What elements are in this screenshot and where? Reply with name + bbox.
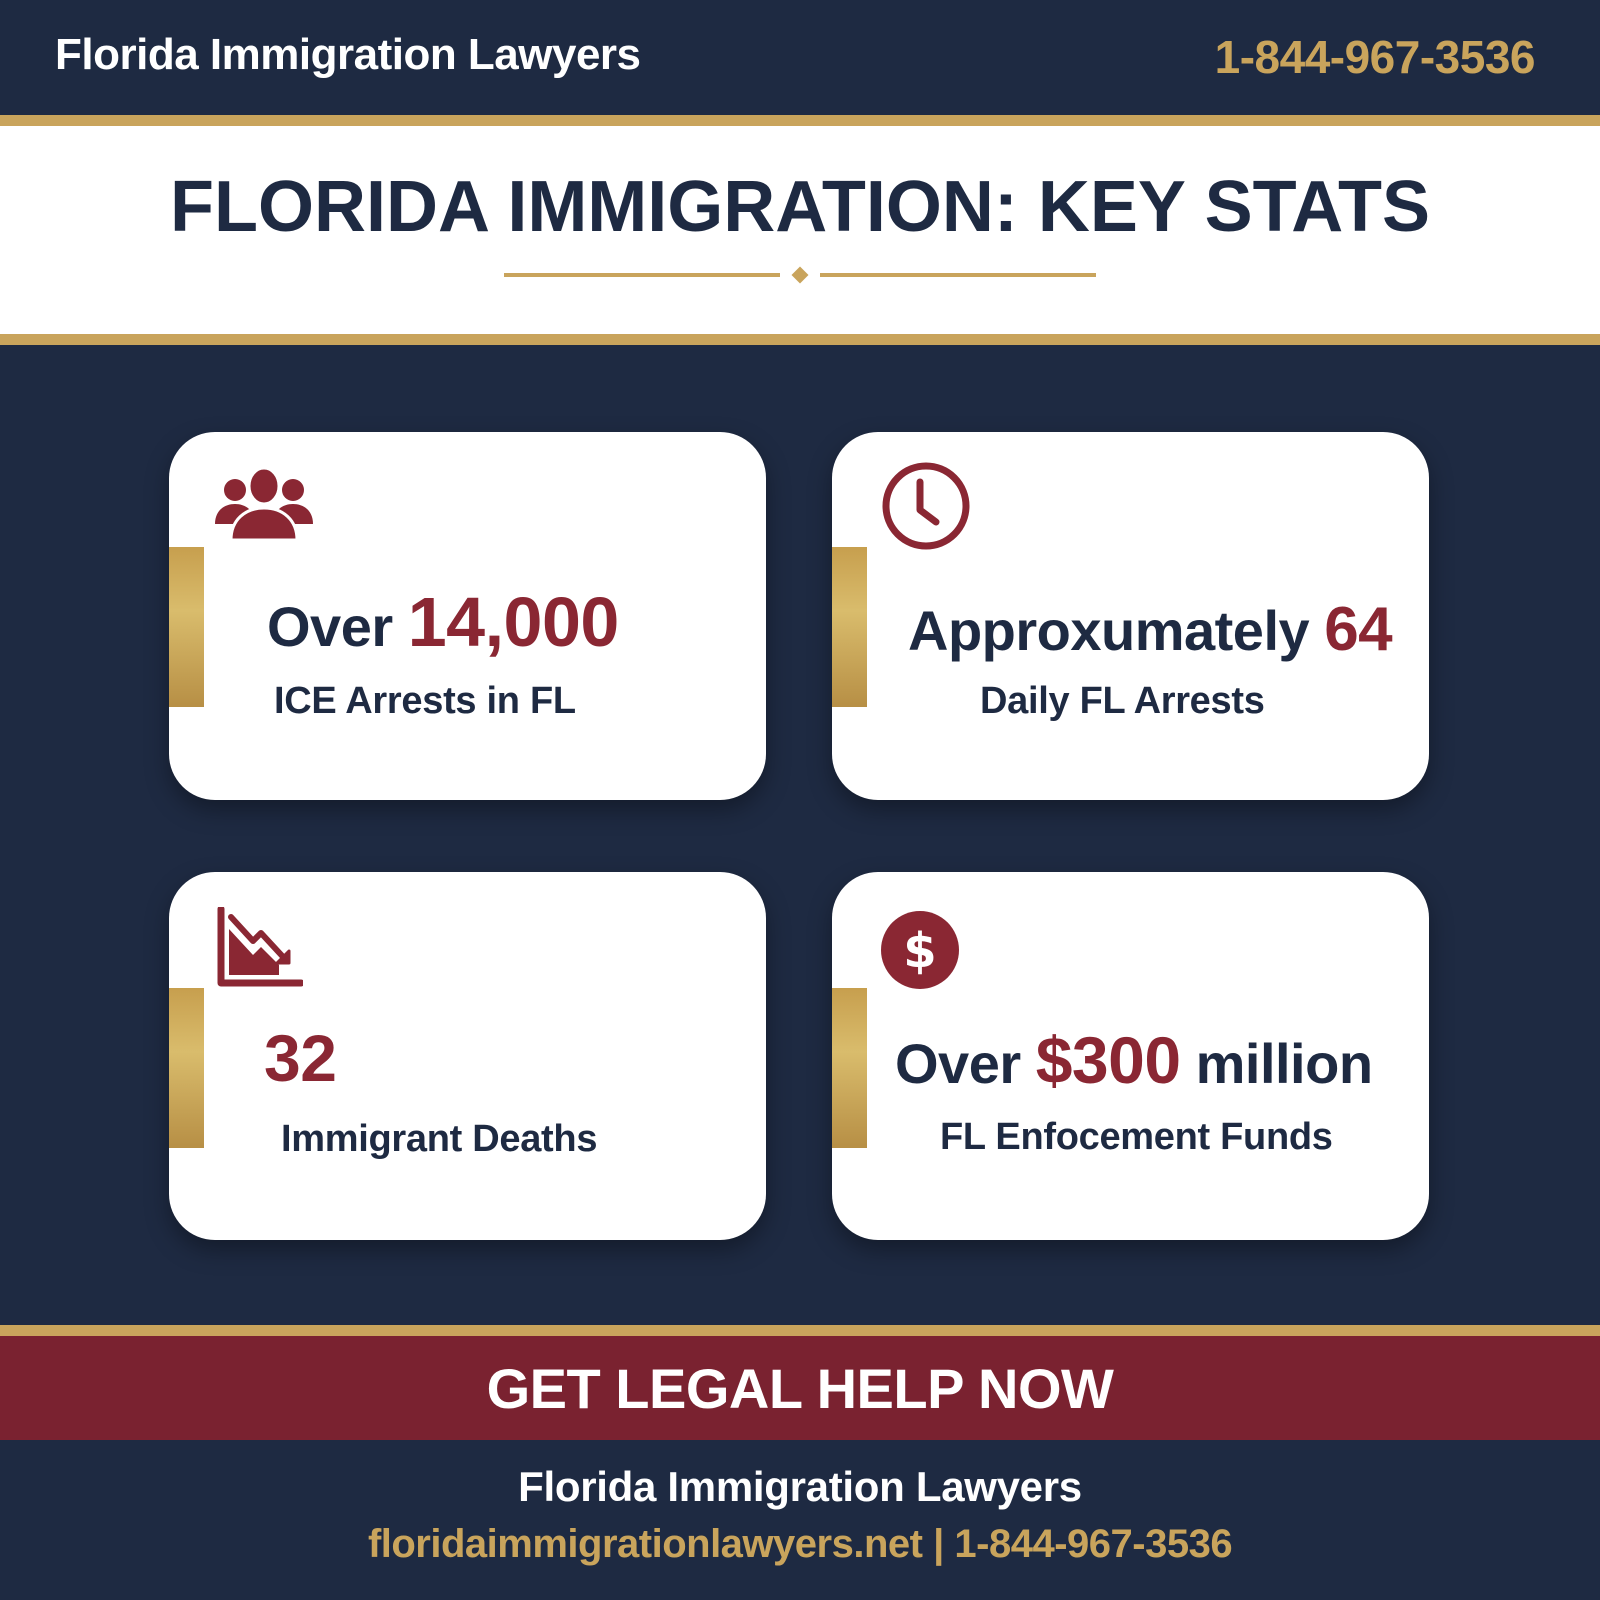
clock-icon	[880, 460, 972, 557]
header-phone-link[interactable]: 1-844-967-3536	[1214, 31, 1536, 83]
gold-divider-top	[0, 115, 1600, 126]
stat-label: ICE Arrests in FL	[274, 680, 576, 722]
page-title: FLORIDA IMMIGRATION: KEY STATS	[170, 167, 1430, 247]
stat-value: 14,000	[407, 583, 620, 661]
stat-value: $300	[1035, 1023, 1181, 1097]
stat-headline: Over 14,000	[267, 582, 619, 662]
footer-brand-name: Florida Immigration Lawyers	[518, 1463, 1082, 1510]
top-header-bar: Florida Immigration Lawyers 1-844-967-35…	[0, 0, 1600, 115]
ornamental-divider	[504, 266, 1096, 284]
stat-prefix: Approxumately	[908, 599, 1325, 662]
declining-chart-icon	[217, 905, 305, 992]
stat-card-enforcement-funds: $ Over $300 million FL Enfocement Funds	[832, 872, 1429, 1240]
card-accent-bar	[169, 988, 204, 1148]
svg-text:$: $	[903, 923, 936, 979]
footer-phone-link[interactable]: 1-844-967-3536	[954, 1522, 1233, 1566]
card-accent-bar	[169, 547, 204, 707]
get-legal-help-banner[interactable]: GET LEGAL HELP NOW	[0, 1336, 1600, 1440]
footer-website-link[interactable]: floridaimmigrationlawyers.net	[367, 1522, 923, 1566]
dollar-circle-icon: $	[880, 910, 960, 995]
people-group-icon	[213, 466, 315, 547]
footer-contact-line: floridaimmigrationlawyers.net | 1-844-96…	[0, 1522, 1600, 1567]
brand-name: Florida Immigration Lawyers	[55, 30, 641, 79]
divider-line-left	[504, 273, 780, 277]
stat-card-daily-arrests: Approxumately 64 Daily FL Arrests	[832, 432, 1429, 800]
stat-value: 32	[264, 1021, 337, 1095]
stat-headline: Approxumately 64	[908, 594, 1393, 665]
stat-suffix: million	[1180, 1032, 1373, 1095]
stat-label: Daily FL Arrests	[980, 680, 1265, 722]
stat-prefix: Over	[895, 1032, 1036, 1095]
stat-prefix: Over	[267, 595, 408, 658]
stat-headline: Over $300 million	[895, 1022, 1373, 1098]
stat-headline: 32	[264, 1020, 337, 1096]
stat-card-ice-arrests: Over 14,000 ICE Arrests in FL	[169, 432, 766, 800]
gold-divider-title-bottom	[0, 334, 1600, 345]
footer-separator: |	[922, 1522, 955, 1566]
diamond-icon	[791, 266, 809, 284]
divider-line-right	[820, 273, 1096, 277]
card-accent-bar	[832, 547, 867, 707]
card-accent-bar	[832, 988, 867, 1148]
gold-divider-cta	[0, 1325, 1600, 1336]
stat-label: Immigrant Deaths	[281, 1118, 598, 1160]
stat-card-deaths: 32 Immigrant Deaths	[169, 872, 766, 1240]
stat-value: 64	[1324, 595, 1393, 664]
cta-label[interactable]: GET LEGAL HELP NOW	[486, 1357, 1114, 1420]
stat-label: FL Enfocement Funds	[940, 1116, 1333, 1158]
title-band: FLORIDA IMMIGRATION: KEY STATS	[0, 126, 1600, 334]
